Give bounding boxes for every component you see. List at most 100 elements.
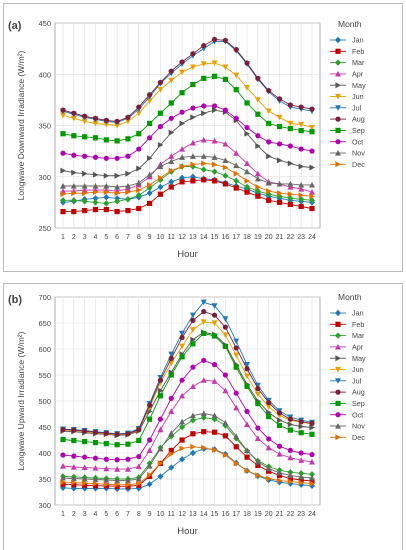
data-point [136, 165, 142, 172]
data-point [298, 477, 304, 483]
data-point [190, 114, 196, 121]
data-point [265, 444, 272, 451]
data-point [157, 460, 164, 467]
data-point [266, 139, 272, 145]
data-point [71, 453, 77, 459]
data-point [222, 316, 229, 322]
data-point [82, 190, 88, 197]
data-point [179, 146, 186, 152]
data-point [70, 475, 77, 482]
data-point [125, 136, 131, 142]
legend-label: Sep [352, 126, 365, 135]
data-point [266, 414, 272, 420]
data-point [222, 172, 229, 179]
data-point [103, 117, 109, 123]
data-point [298, 163, 305, 170]
x-tick-label: 12 [178, 511, 186, 518]
data-point [233, 338, 240, 345]
data-point [222, 76, 228, 82]
x-tick-label: 10 [157, 511, 165, 518]
data-point [114, 431, 120, 437]
data-point [168, 77, 175, 84]
data-point [211, 333, 218, 339]
data-point [244, 160, 251, 167]
data-point [179, 330, 186, 337]
data-point [255, 385, 261, 392]
data-point [200, 377, 207, 383]
data-point [70, 182, 77, 189]
data-point [222, 64, 229, 71]
data-point [189, 139, 196, 146]
data-point [276, 114, 283, 121]
data-point [157, 163, 164, 170]
data-point [222, 181, 228, 187]
data-point [244, 362, 251, 368]
legend-label: Aug [352, 115, 365, 124]
y-tick-label: 250 [38, 224, 51, 233]
data-point [124, 477, 131, 484]
data-point [309, 420, 315, 426]
legend-title: Month [338, 292, 362, 302]
data-point [92, 182, 99, 189]
data-point [157, 393, 164, 399]
data-point [82, 482, 88, 488]
data-point [168, 372, 174, 378]
data-point [71, 169, 77, 176]
data-point [179, 109, 185, 115]
series-apr [60, 377, 315, 472]
data-point [114, 184, 121, 190]
data-point [233, 87, 239, 93]
data-point [287, 195, 294, 202]
series-jun [60, 60, 315, 131]
data-point [309, 124, 315, 131]
data-point [287, 143, 293, 149]
x-axis-label: Hour [177, 526, 198, 537]
data-point [124, 466, 131, 472]
data-point [157, 87, 164, 93]
data-point [266, 188, 272, 195]
data-point [309, 424, 315, 431]
data-point [255, 143, 261, 149]
data-point [298, 146, 304, 152]
data-point [168, 430, 175, 436]
data-point [136, 104, 142, 110]
data-point [136, 437, 142, 444]
data-point [147, 416, 153, 422]
data-point [266, 409, 272, 416]
data-point [92, 195, 99, 202]
data-point [233, 352, 240, 359]
data-point [265, 404, 272, 410]
data-point [157, 123, 164, 130]
data-point [179, 456, 186, 463]
data-point [179, 154, 186, 160]
data-point [60, 191, 66, 198]
data-point [255, 425, 261, 431]
data-point [147, 402, 153, 408]
data-point [189, 173, 196, 180]
data-point [298, 423, 305, 430]
data-point [287, 160, 294, 167]
data-point [309, 471, 315, 478]
data-point [71, 190, 77, 197]
legend-item: Feb [330, 320, 364, 329]
data-point [201, 444, 207, 451]
data-point [255, 462, 261, 469]
data-point [287, 478, 294, 485]
data-point [211, 137, 218, 144]
data-point [189, 449, 196, 457]
data-point [136, 427, 142, 433]
data-point [211, 154, 218, 160]
x-tick-label: 19 [254, 234, 262, 241]
data-point [114, 477, 121, 484]
legend-item: Jul [330, 376, 362, 385]
data-point [266, 475, 272, 482]
data-point [124, 118, 131, 125]
data-point [244, 183, 251, 191]
data-point [211, 73, 218, 79]
legend-label: Aug [352, 388, 365, 397]
data-point [244, 467, 251, 474]
data-point [136, 205, 142, 212]
data-point [60, 479, 66, 486]
data-point [147, 437, 153, 443]
data-point [276, 180, 283, 187]
